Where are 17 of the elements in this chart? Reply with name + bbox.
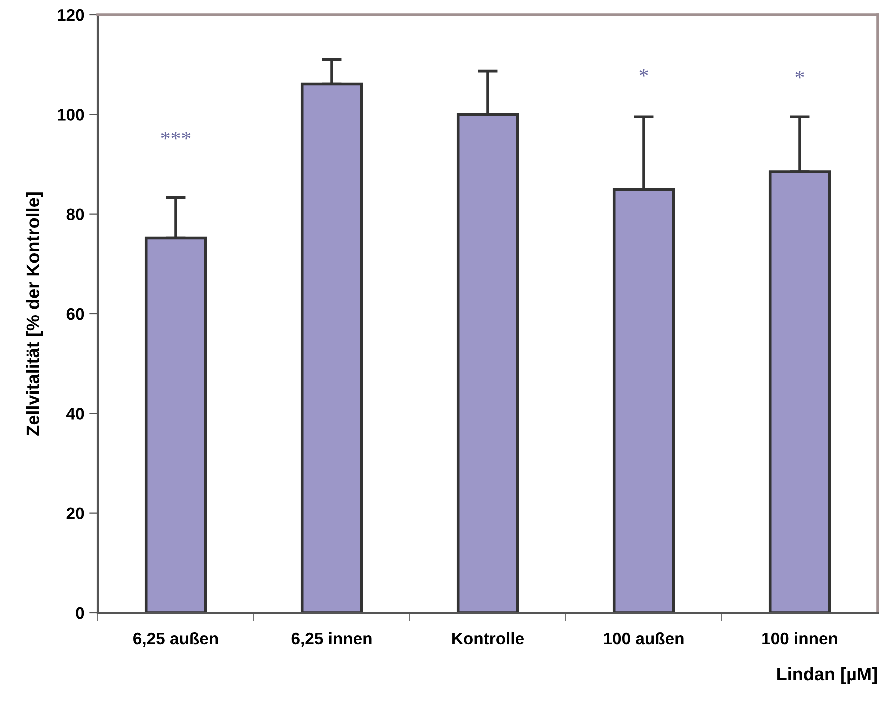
y-axis-title: Zellvitalität [% der Kontrolle] xyxy=(26,192,44,436)
x-tick-label: 6,25 innen xyxy=(292,632,372,648)
y-tick-label: 20 xyxy=(66,508,84,520)
x-axis-title: Lindan [µM] xyxy=(778,667,877,684)
annotation: * xyxy=(640,69,648,77)
y-tick-label: 40 xyxy=(66,408,84,420)
x-tick-label: 6,25 außen xyxy=(134,632,218,648)
y-tick-label: 120 xyxy=(58,9,84,22)
x-tick-label: 100 außen xyxy=(604,632,684,645)
y-tick-label: 100 xyxy=(58,109,84,121)
y-tick-label: 80 xyxy=(66,208,84,221)
y-tick-label: 0 xyxy=(76,607,84,620)
annotation: * xyxy=(796,70,804,79)
x-tick-label: 100 innen xyxy=(762,632,838,645)
x-tick-label: Kontrolle xyxy=(452,632,524,645)
annotation: *** xyxy=(161,132,191,140)
y-tick-label: 60 xyxy=(66,308,84,320)
